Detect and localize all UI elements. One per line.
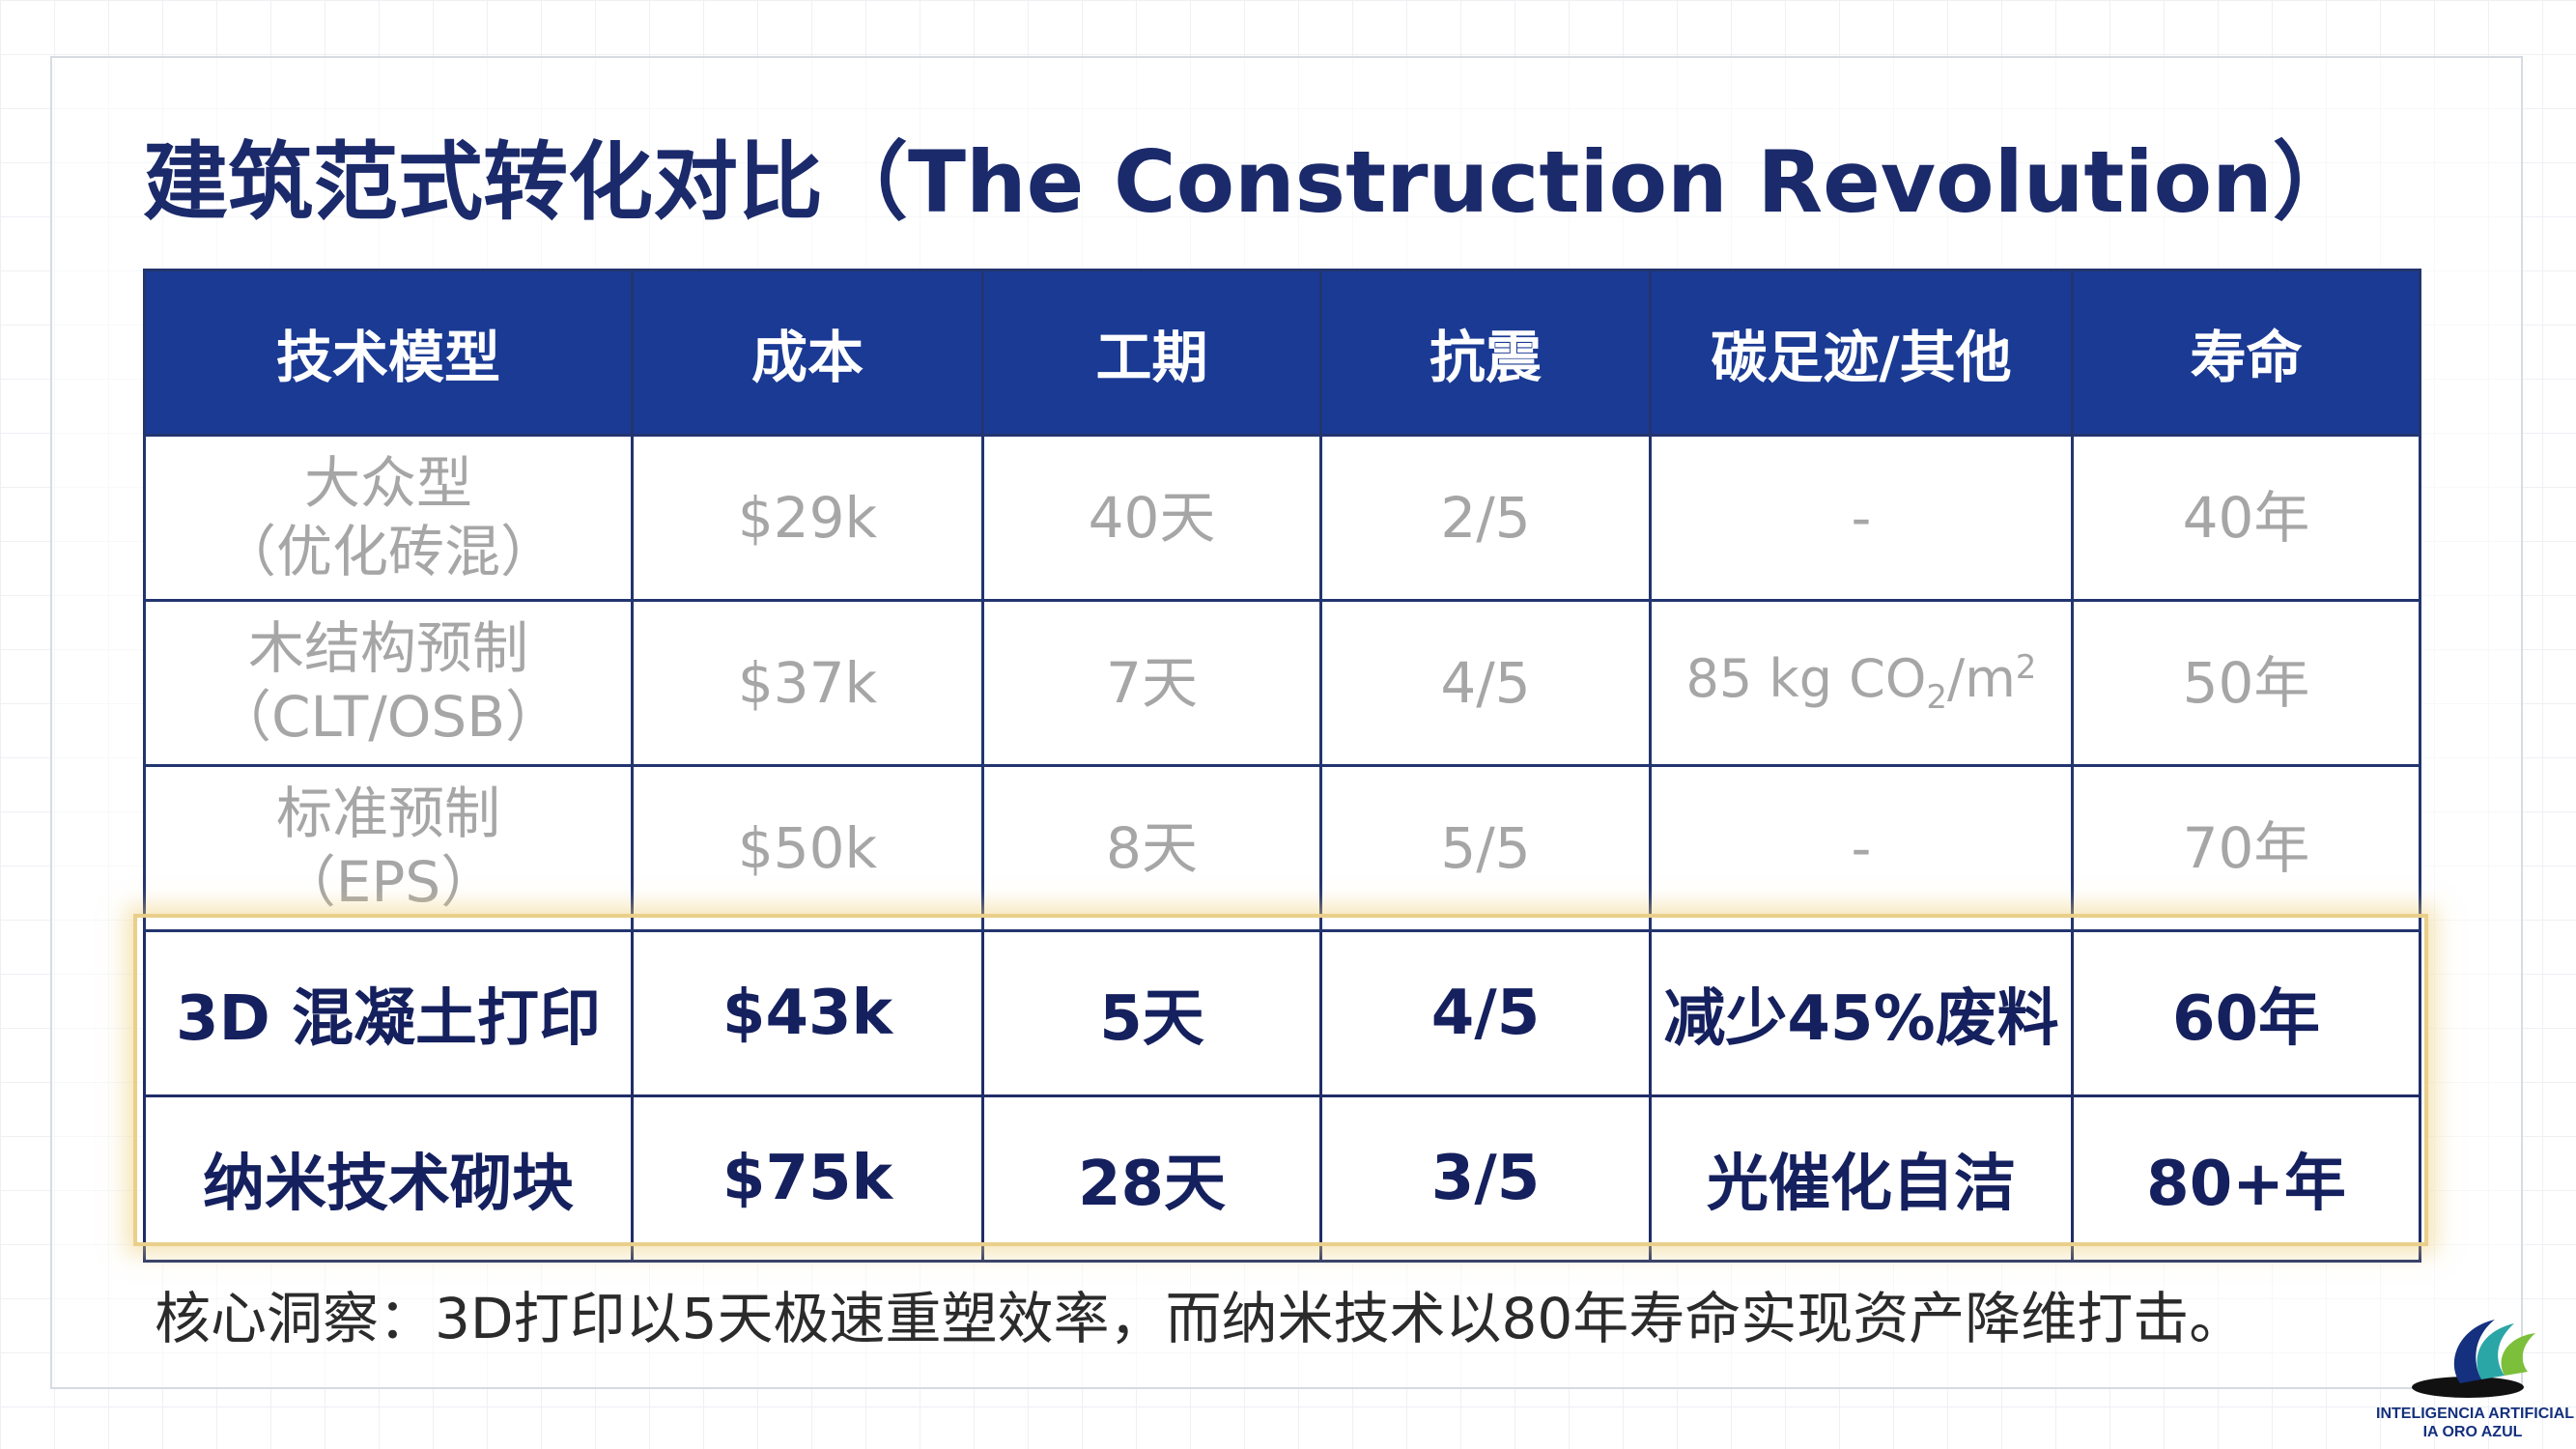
cell-lifespan: 50年: [2071, 599, 2421, 767]
model-name: 大众型: [303, 450, 472, 517]
cell-seismic: 3/5: [1319, 1094, 1652, 1263]
table-row: 木结构预制 （CLT/OSB） $37k 7天 4/5 85 kg CO2/m2…: [143, 599, 2421, 767]
cell-model: 标准预制 （EPS）: [143, 764, 634, 932]
logo-text-line1: INTELIGENCIA ARTIFICIAL: [2376, 1406, 2575, 1422]
header-cost: 成本: [631, 269, 984, 437]
cell-model: 3D 混凝土打印: [143, 929, 634, 1097]
cell-cost: $43k: [631, 929, 984, 1097]
header-duration: 工期: [981, 269, 1322, 437]
cell-cost: $37k: [631, 599, 984, 767]
header-tech-model: 技术模型: [143, 269, 634, 437]
header-lifespan: 寿命: [2071, 269, 2421, 437]
model-detail: （优化砖混）: [219, 519, 556, 584]
cell-carbon: 85 kg CO2/m2: [1649, 599, 2074, 767]
cell-duration: 28天: [981, 1094, 1322, 1263]
cell-lifespan: 40年: [2071, 434, 2421, 602]
cell-lifespan: 70年: [2071, 764, 2421, 932]
header-seismic: 抗震: [1319, 269, 1652, 437]
cell-duration: 5天: [981, 929, 1322, 1097]
table-row: 大众型 （优化砖混） $29k 40天 2/5 - 40年: [143, 434, 2421, 602]
cell-carbon: -: [1649, 434, 2074, 602]
cell-lifespan: 80+年: [2071, 1094, 2421, 1263]
insight-text: 核心洞察：3D打印以5天极速重塑效率，而纳米技术以80年寿命实现资产降维打击。: [155, 1286, 2246, 1351]
cell-seismic: 5/5: [1319, 764, 1652, 932]
cell-seismic: 4/5: [1319, 929, 1652, 1097]
cell-model: 木结构预制 （CLT/OSB）: [143, 599, 634, 767]
brand-logo: INTELIGENCIA ARTIFICIAL IA ORO AZUL: [2376, 1304, 2575, 1447]
cell-duration: 40天: [981, 434, 1322, 602]
logo-text-line2: IA ORO AZUL: [2422, 1424, 2523, 1440]
cell-duration: 8天: [981, 764, 1322, 932]
cell-lifespan: 60年: [2071, 929, 2421, 1097]
model-name: 木结构预制: [247, 615, 528, 682]
cell-model: 纳米技术砌块: [143, 1094, 634, 1263]
carbon-unit: /m: [1947, 648, 2016, 710]
comparison-table-container: 技术模型 成本 工期 抗震 碳足迹/其他 寿命 大众型 （优化砖混） $29k …: [133, 269, 2428, 1263]
model-detail: （EPS）: [279, 849, 497, 915]
table-header-row: 技术模型 成本 工期 抗震 碳足迹/其他 寿命: [143, 269, 2421, 437]
cell-model: 大众型 （优化砖混）: [143, 434, 634, 602]
comparison-table: 技术模型 成本 工期 抗震 碳足迹/其他 寿命 大众型 （优化砖混） $29k …: [143, 269, 2421, 1263]
cell-cost: $50k: [631, 764, 984, 932]
cell-cost: $29k: [631, 434, 984, 602]
carbon-superscript: 2: [2015, 648, 2037, 688]
logo-swirl-icon: [2412, 1320, 2535, 1398]
table-row-highlight: 纳米技术砌块 $75k 28天 3/5 光催化自洁 80+年: [143, 1094, 2421, 1263]
cell-seismic: 4/5: [1319, 599, 1652, 767]
cell-cost: $75k: [631, 1094, 984, 1263]
page-title: 建筑范式转化对比（The Construction Revolution）: [143, 132, 2358, 232]
cell-carbon: 减少45%废料: [1649, 929, 2074, 1097]
cell-duration: 7天: [981, 599, 1322, 767]
table-row: 标准预制 （EPS） $50k 8天 5/5 - 70年: [143, 764, 2421, 932]
model-name: 标准预制: [275, 781, 500, 847]
cell-seismic: 2/5: [1319, 434, 1652, 602]
cell-carbon: 光催化自洁: [1649, 1094, 2074, 1263]
header-carbon: 碳足迹/其他: [1649, 269, 2074, 437]
table-row-highlight: 3D 混凝土打印 $43k 5天 4/5 减少45%废料 60年: [143, 929, 2421, 1097]
cell-carbon: -: [1649, 764, 2074, 932]
carbon-subscript: 2: [1926, 678, 1947, 718]
model-detail: （CLT/OSB）: [214, 684, 562, 750]
carbon-value: 85 kg CO: [1685, 648, 1927, 710]
